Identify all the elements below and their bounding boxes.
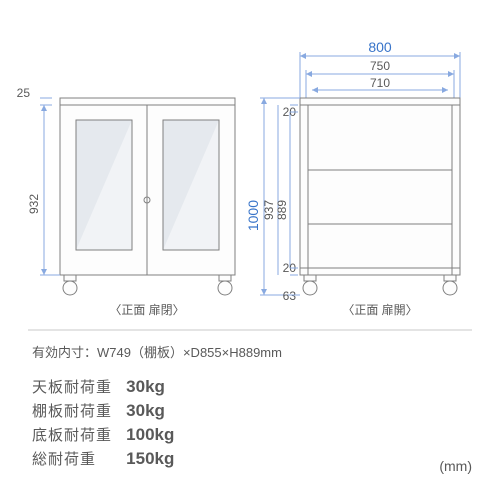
spec-value: 30kg xyxy=(126,401,165,420)
dim-25: 25 xyxy=(17,86,31,100)
left-caption: 〈正面 扉閉〉 xyxy=(109,303,184,317)
dim-710: 710 xyxy=(370,76,390,90)
spec-row-0: 天板耐荷重 30kg xyxy=(32,376,165,397)
dim-800: 800 xyxy=(368,39,392,55)
left-view: 25 932 〈正面 扉閉〉 xyxy=(17,86,235,317)
right-caption: 〈正面 扉開〉 xyxy=(342,303,417,317)
spec-value: 100kg xyxy=(126,425,174,444)
dim-63: 63 xyxy=(283,289,297,303)
spec-row-3: 総耐荷重 150kg xyxy=(32,448,174,469)
spec-value: 30kg xyxy=(126,377,165,396)
spec-row-2: 底板耐荷重 100kg xyxy=(32,424,174,445)
spec-title: 天板耐荷重 xyxy=(32,376,122,397)
dim-937: 937 xyxy=(262,200,276,220)
spec-title: 総耐荷重 xyxy=(32,448,122,469)
spec-value: 150kg xyxy=(126,449,174,468)
dim-1000: 1000 xyxy=(245,200,261,231)
unit-label: (mm) xyxy=(439,458,472,474)
spec-title: 棚板耐荷重 xyxy=(32,400,122,421)
dim-932: 932 xyxy=(27,194,41,214)
right-view: 800 750 710 1000 937 8 xyxy=(245,39,460,317)
dim-889: 889 xyxy=(275,200,289,220)
effective-dims-note: 有効内寸：W749（棚板）×D855×H889mm xyxy=(32,342,282,361)
dim-750: 750 xyxy=(370,59,390,73)
spec-row-1: 棚板耐荷重 30kg xyxy=(32,400,165,421)
spec-title: 底板耐荷重 xyxy=(32,424,122,445)
